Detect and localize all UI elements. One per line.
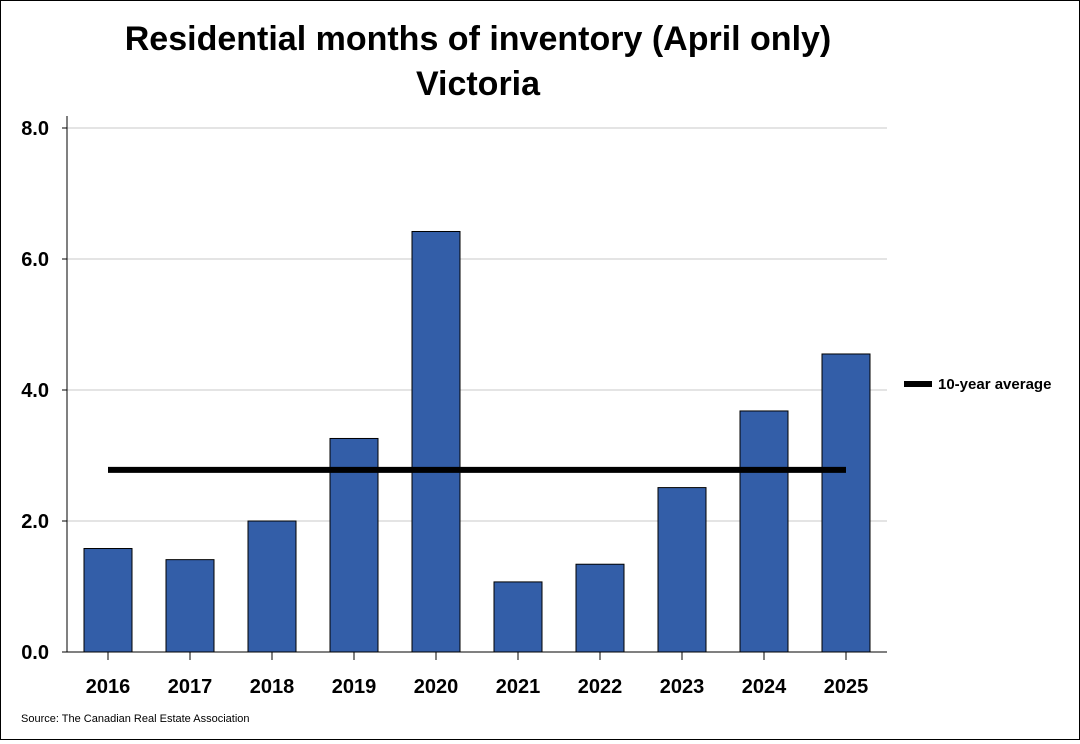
bar-2021 <box>493 581 543 653</box>
x-tick-label: 2017 <box>168 676 213 698</box>
x-tick-label: 2018 <box>250 676 295 698</box>
bar-2016 <box>83 548 133 653</box>
bar-2025 <box>821 353 871 653</box>
y-tick-labels: 0.0 2.0 4.0 6.0 8.0 <box>21 118 49 664</box>
axes <box>62 116 887 660</box>
bar-2023 <box>657 487 707 653</box>
x-tick-label: 2020 <box>414 676 459 698</box>
y-tick-label: 4.0 <box>21 380 49 402</box>
x-tick-label: 2024 <box>742 676 787 698</box>
y-tick-label: 2.0 <box>21 511 49 533</box>
chart-subtitle: Victoria <box>416 65 541 103</box>
x-tick-label: 2023 <box>660 676 705 698</box>
x-tick-label: 2019 <box>332 676 377 698</box>
x-tick-label: 2022 <box>578 676 623 698</box>
bar-2018 <box>247 520 297 653</box>
x-tick-label: 2016 <box>86 676 131 698</box>
bar-2024 <box>739 410 789 653</box>
bars <box>83 230 871 653</box>
bar-2017 <box>165 559 215 653</box>
x-tick-label: 2025 <box>824 676 869 698</box>
legend-label-average: 10-year average <box>938 376 1051 393</box>
y-tick-label: 0.0 <box>21 642 49 664</box>
source-note: Source: The Canadian Real Estate Associa… <box>21 713 250 725</box>
bar-2020 <box>411 230 461 653</box>
bar-2022 <box>575 563 625 653</box>
x-tick-label: 2021 <box>496 676 541 698</box>
y-tick-label: 8.0 <box>21 118 49 140</box>
bar-2019 <box>329 437 379 653</box>
x-tick-labels: 2016 2017 2018 2019 2020 2021 2022 2023 2024 2025 <box>86 676 869 698</box>
y-tick-label: 6.0 <box>21 249 49 271</box>
legend: 10-year average <box>904 376 1051 393</box>
chart-title: Residential months of inventory (April o… <box>125 20 832 58</box>
